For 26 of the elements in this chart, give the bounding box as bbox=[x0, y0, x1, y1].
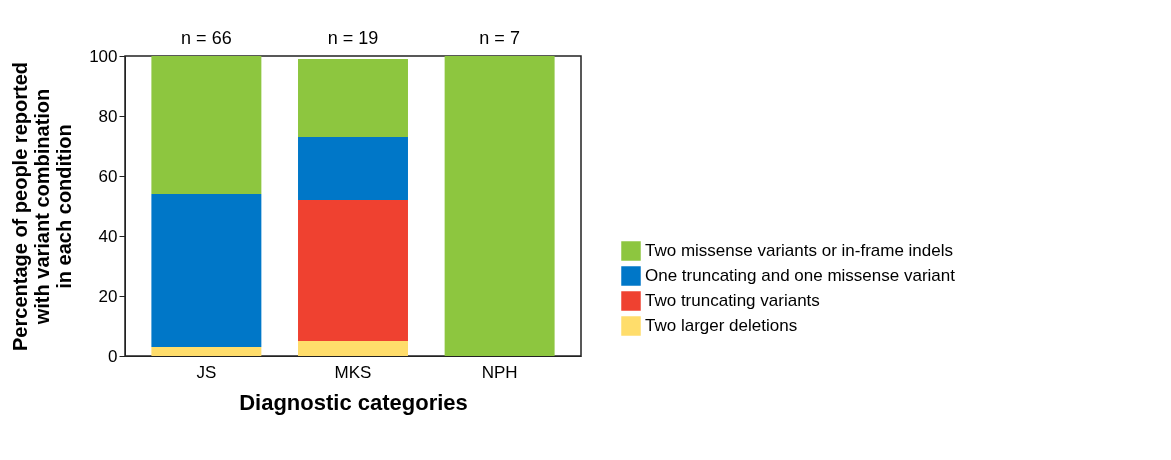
bar bbox=[298, 137, 408, 200]
y-tick-label: 80 bbox=[98, 106, 118, 126]
text: n = 19 bbox=[327, 28, 379, 48]
x-tick-label: MKS bbox=[334, 362, 372, 382]
legend-label: Two missense variants or in-frame indels bbox=[645, 241, 954, 260]
y-tick-label: 20 bbox=[98, 286, 118, 306]
bar bbox=[298, 341, 408, 356]
x-tick-label: JS bbox=[196, 362, 217, 382]
x-axis-title: Diagnostic categories bbox=[239, 389, 468, 415]
bar bbox=[151, 347, 262, 356]
bar bbox=[151, 56, 262, 194]
y-tick-label: 60 bbox=[98, 166, 118, 186]
y-tick-label: 40 bbox=[98, 226, 118, 246]
y-axis-title: Percentage of people reported with variant combination in each condition bbox=[9, 62, 76, 351]
x-tick-label: NPH bbox=[481, 362, 518, 382]
bar bbox=[298, 59, 408, 137]
text: n = 7 bbox=[479, 28, 520, 48]
bar bbox=[298, 200, 408, 341]
legend-label: One truncating and one missense variant bbox=[645, 266, 956, 285]
bar bbox=[444, 56, 555, 356]
y-tick-label: 100 bbox=[89, 46, 118, 66]
text: n = 66 bbox=[181, 28, 232, 48]
y-tick-label: 0 bbox=[108, 346, 118, 366]
legend-label: Two larger deletions bbox=[645, 316, 798, 335]
legend-label: Two truncating variants bbox=[645, 291, 820, 310]
bar bbox=[151, 194, 262, 347]
